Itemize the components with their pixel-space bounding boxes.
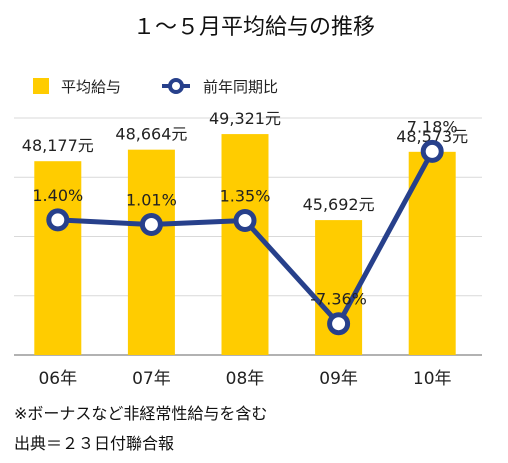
ratio-point-07年 xyxy=(139,213,163,237)
legend-bar-swatch xyxy=(33,78,49,94)
bar-07年 xyxy=(127,149,175,355)
bar-label: 48,664元 xyxy=(115,125,187,144)
x-tick-label: 10年 xyxy=(413,369,452,389)
x-tick-label: 07年 xyxy=(132,369,171,389)
ratio-labels: 1.40% 1.01% 1.35% -7.36% 7.18% xyxy=(32,117,457,308)
chart-title: １～５月平均給与の推移 xyxy=(133,15,375,40)
bar-label: 48,573元 xyxy=(396,127,468,146)
bar-06年 xyxy=(34,161,82,355)
ratio-label: 1.35% xyxy=(220,187,271,206)
bars xyxy=(34,134,456,355)
bar-08年 xyxy=(221,134,269,355)
ratio-label: 7.18% xyxy=(407,117,458,136)
x-tick-label: 09年 xyxy=(319,369,358,389)
x-axis-ticks: 06年 07年 08年 09年 10年 xyxy=(38,369,451,389)
bar-label: 45,692元 xyxy=(303,195,375,214)
x-tick-label: 08年 xyxy=(226,369,265,389)
legend: 平均給与 前年同期比 xyxy=(33,78,278,96)
x-tick-label: 06年 xyxy=(38,369,77,389)
ratio-label: 1.40% xyxy=(32,186,83,205)
legend-line-label: 前年同期比 xyxy=(203,78,278,96)
ratio-point-09年 xyxy=(327,312,351,336)
legend-bar-label: 平均給与 xyxy=(61,78,121,96)
bar-label: 48,177元 xyxy=(22,136,94,155)
ratio-point-08年 xyxy=(233,209,257,233)
legend-line-marker xyxy=(168,78,184,94)
bar-label: 49,321元 xyxy=(209,109,281,128)
ratio-point-10年 xyxy=(420,139,444,163)
ratio-point-06年 xyxy=(46,208,70,232)
ratio-line xyxy=(46,139,444,336)
bar-value-labels: 48,177元 48,664元 49,321元 45,692元 48,573元 xyxy=(22,109,468,214)
bar-10年 xyxy=(408,151,456,355)
ratio-label: -7.36% xyxy=(310,290,367,309)
ratio-label: 1.01% xyxy=(126,191,177,210)
footnote: ※ボーナスなど非経常性給与を含む xyxy=(14,404,267,423)
source-note: 出典＝２３日付聯合報 xyxy=(14,434,174,453)
